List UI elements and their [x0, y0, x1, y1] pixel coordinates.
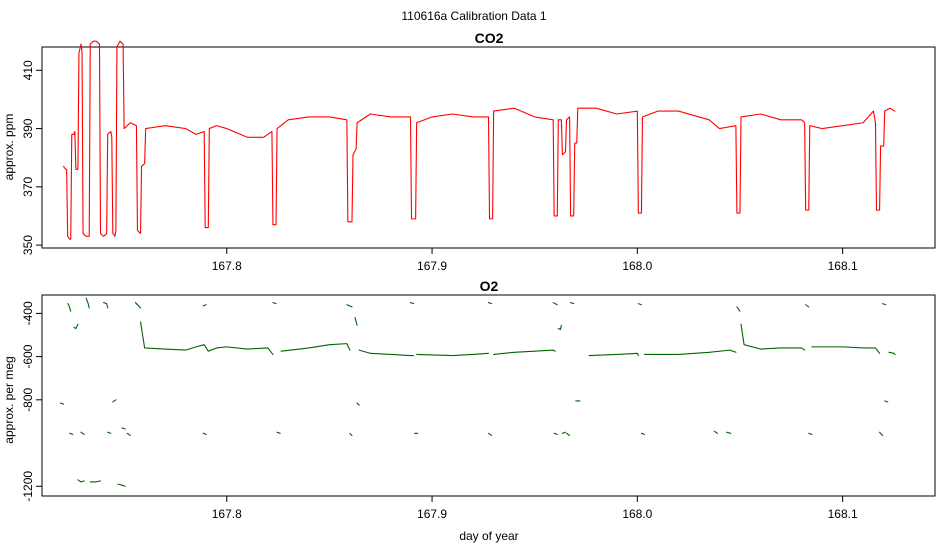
o2-series-line-segment — [73, 323, 79, 330]
o2-series-line-segment — [358, 349, 415, 357]
o2-series-line-segment — [69, 432, 74, 435]
o2-series-line-segment — [640, 432, 646, 435]
o2-series-line-segment — [103, 302, 109, 309]
co2-x-tick-label: 168.0 — [622, 259, 652, 273]
o2-series-line-segment — [882, 303, 887, 306]
o2-series-line-segment — [117, 483, 126, 487]
o2-series-line-segment — [85, 297, 90, 309]
o2-y-tick-label: -1200 — [21, 471, 35, 502]
o2-series-line-segment — [493, 349, 556, 355]
figure-suptitle: 110616a Calibration Data 1 — [401, 9, 547, 23]
co2-series — [63, 40, 896, 240]
o2-series-line-segment — [202, 432, 207, 435]
o2-series-line-segment — [107, 431, 112, 434]
o2-series-line-segment — [643, 349, 737, 355]
co2-x-tick-label: 167.8 — [212, 259, 242, 273]
o2-series-line-segment — [77, 479, 85, 483]
co2-series-line-segment — [63, 40, 896, 240]
o2-y-axis: -400 -600 -800 -1200 — [21, 301, 42, 502]
co2-x-tick-label: 167.9 — [417, 259, 447, 273]
o2-series-line-segment — [59, 402, 65, 405]
o2-series-line-segment — [552, 302, 558, 306]
o2-series-line-segment — [736, 306, 741, 312]
o2-series-line-segment — [139, 321, 274, 355]
co2-y-axis-label: approx. ppm — [2, 114, 16, 181]
o2-y-tick-label: -600 — [21, 344, 35, 368]
co2-y-tick-label: 390 — [21, 118, 35, 138]
o2-series-line-segment — [808, 432, 813, 435]
o2-series-line-segment — [884, 400, 889, 403]
o2-series-line-segment — [570, 302, 575, 305]
o2-series-line-segment — [346, 304, 353, 308]
o2-series-line-segment — [553, 432, 558, 435]
o2-x-tick-label: 168.1 — [828, 507, 858, 521]
o2-series-line-segment — [805, 304, 810, 308]
o2-x-tick-label: 167.9 — [417, 507, 447, 521]
co2-y-tick-label: 350 — [21, 235, 35, 255]
o2-series-line-segment — [356, 402, 360, 406]
o2-series-line-segment — [588, 352, 639, 357]
co2-y-tick-label: 410 — [21, 60, 35, 80]
o2-series-line-segment — [349, 432, 353, 437]
o2-series-line-segment — [879, 431, 884, 437]
o2-y-tick-label: -800 — [21, 387, 35, 411]
o2-series-line-segment — [888, 351, 896, 355]
o2-series-line-segment — [561, 431, 567, 434]
o2-x-axis-label: day of year — [459, 529, 518, 543]
o2-x-axis: 167.8 167.9 168.0 168.1 — [212, 496, 858, 521]
o2-x-tick-label: 168.0 — [622, 507, 652, 521]
o2-y-tick-label: -400 — [21, 301, 35, 325]
co2-y-axis: 350 370 390 410 — [21, 60, 42, 255]
co2-panel-title: CO2 — [475, 30, 504, 46]
o2-series-line-segment — [487, 302, 493, 305]
o2-series — [59, 297, 896, 487]
co2-y-tick-label: 370 — [21, 176, 35, 196]
o2-series-line-segment — [202, 304, 207, 307]
o2-series-line-segment — [126, 432, 131, 437]
o2-panel-title: O2 — [480, 278, 499, 294]
o2-series-line-segment — [80, 431, 85, 435]
co2-panel: CO2 167.8 167.9 168.0 168.1 350 370 390 410 ap… — [2, 30, 936, 273]
o2-series-line-segment — [112, 399, 117, 403]
o2-series-line-segment — [89, 480, 102, 483]
co2-x-tick-label: 168.1 — [828, 259, 858, 273]
o2-series-line-segment — [121, 427, 126, 430]
o2-x-tick-label: 167.8 — [212, 507, 242, 521]
o2-series-line-segment — [354, 317, 358, 326]
o2-series-line-segment — [272, 302, 277, 305]
o2-plot-frame — [41, 294, 936, 497]
o2-series-line-segment — [811, 346, 881, 354]
o2-series-line-segment — [713, 430, 718, 434]
o2-series-line-segment — [637, 303, 642, 306]
o2-series-line-segment — [726, 431, 732, 434]
o2-y-axis-label: approx. per meg — [2, 356, 16, 443]
o2-series-line-segment — [134, 302, 142, 309]
o2-series-line-segment — [280, 343, 351, 352]
o2-series-line-segment — [740, 323, 806, 351]
co2-x-axis: 167.8 167.9 168.0 168.1 — [212, 248, 858, 273]
o2-series-line-segment — [409, 302, 415, 305]
o2-series-line-segment — [67, 303, 72, 312]
o2-series-line-segment — [565, 432, 571, 437]
o2-series-line-segment — [487, 432, 493, 437]
o2-series-line-segment — [557, 324, 562, 331]
o2-series-line-segment — [416, 352, 490, 357]
o2-panel: O2 167.8 167.9 168.0 168.1 -400 -600 -800 -120… — [2, 278, 936, 543]
co2-plot-frame — [41, 46, 936, 249]
o2-series-line-segment — [276, 431, 281, 434]
